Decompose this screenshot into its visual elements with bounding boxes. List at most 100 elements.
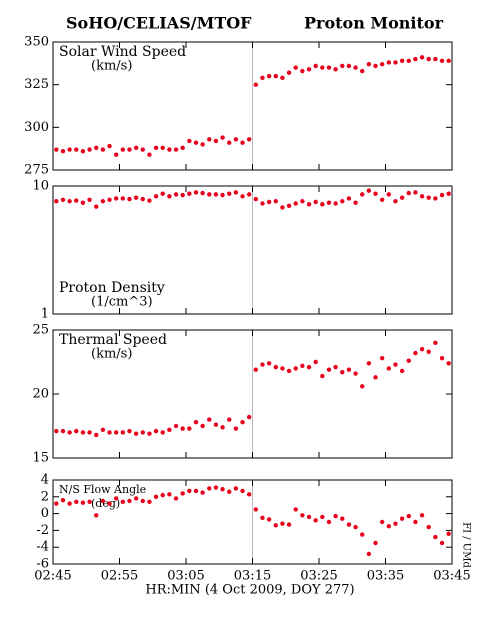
data-point (346, 367, 352, 372)
data-point (167, 147, 172, 152)
data-point (200, 190, 205, 196)
data-point (60, 197, 66, 203)
data-point (94, 513, 99, 518)
data-point (280, 75, 285, 81)
data-point (94, 204, 99, 209)
data-point (107, 430, 112, 435)
data-point (266, 517, 272, 522)
data-point (220, 135, 225, 140)
data-point (413, 519, 418, 525)
x-tick-label: 03:25 (300, 569, 337, 584)
data-point (353, 65, 358, 70)
data-point (419, 513, 425, 518)
data-point (406, 513, 411, 519)
data-point (193, 140, 199, 145)
data-point (140, 430, 145, 435)
data-point (273, 199, 278, 204)
data-point (320, 202, 325, 207)
data-point (233, 137, 239, 142)
data-point (207, 192, 212, 197)
data-point (360, 192, 365, 197)
data-point (340, 370, 345, 375)
data-point (446, 58, 451, 63)
panel-title: Solar Wind Speed (59, 44, 186, 60)
data-point (107, 197, 112, 203)
data-point (74, 499, 79, 505)
y-tick-label: -6 (36, 557, 49, 572)
data-point (266, 361, 272, 366)
data-point (306, 364, 312, 370)
data-point (413, 350, 418, 356)
data-point (207, 137, 212, 142)
data-point (399, 516, 405, 521)
data-point (160, 492, 165, 498)
data-point (246, 137, 252, 142)
header-left: SoHO/CELIAS/MTOF (66, 14, 252, 33)
data-point (80, 430, 86, 435)
data-point (147, 198, 152, 203)
data-point (233, 190, 239, 195)
data-point (200, 142, 205, 147)
data-point (340, 199, 345, 204)
data-point (326, 65, 332, 70)
data-point (87, 197, 92, 203)
data-point (313, 63, 318, 69)
data-point (180, 145, 185, 151)
panel-title: Proton Density (59, 280, 165, 296)
data-point (286, 70, 292, 75)
data-point (446, 531, 451, 536)
data-point (426, 349, 431, 354)
data-point (379, 355, 385, 361)
data-point (227, 140, 232, 145)
data-point (246, 492, 252, 497)
data-point (333, 364, 338, 370)
data-point (366, 61, 372, 67)
data-point (286, 368, 292, 374)
data-point (153, 428, 159, 434)
data-point (253, 82, 259, 87)
y-tick-label: 300 (24, 120, 49, 135)
data-point (100, 199, 106, 204)
data-point (406, 58, 411, 63)
data-point (386, 60, 392, 65)
data-point (54, 428, 59, 434)
data-point (220, 192, 225, 198)
data-point (433, 340, 438, 345)
data-point (419, 55, 425, 60)
data-point (180, 426, 185, 431)
data-point (366, 361, 372, 366)
data-point (173, 423, 179, 429)
data-point (306, 67, 312, 72)
data-point (213, 422, 219, 427)
data-point (140, 147, 145, 152)
data-point (127, 428, 132, 434)
data-point (313, 359, 318, 365)
data-point (233, 426, 239, 431)
data-point (120, 147, 126, 152)
data-point (393, 199, 398, 204)
data-point (433, 534, 438, 540)
data-point (67, 199, 72, 204)
data-point (94, 145, 99, 151)
data-point (113, 496, 119, 501)
data-point (293, 366, 298, 371)
data-point (439, 355, 445, 361)
data-point (240, 419, 245, 425)
data-point (406, 358, 411, 363)
data-point (353, 524, 358, 530)
data-point (300, 199, 305, 204)
data-point (173, 496, 179, 501)
data-point (133, 496, 139, 501)
data-point (353, 200, 358, 205)
panel-title: Thermal Speed (59, 332, 167, 348)
data-point (406, 190, 411, 196)
data-point (326, 200, 332, 205)
y-tick-label: 350 (24, 35, 49, 50)
data-point (293, 65, 298, 70)
data-point (67, 501, 72, 506)
data-point (399, 368, 405, 374)
data-point (167, 427, 172, 433)
data-point (120, 196, 126, 201)
data-point (120, 499, 126, 505)
x-tick-label: 02:55 (101, 569, 138, 584)
